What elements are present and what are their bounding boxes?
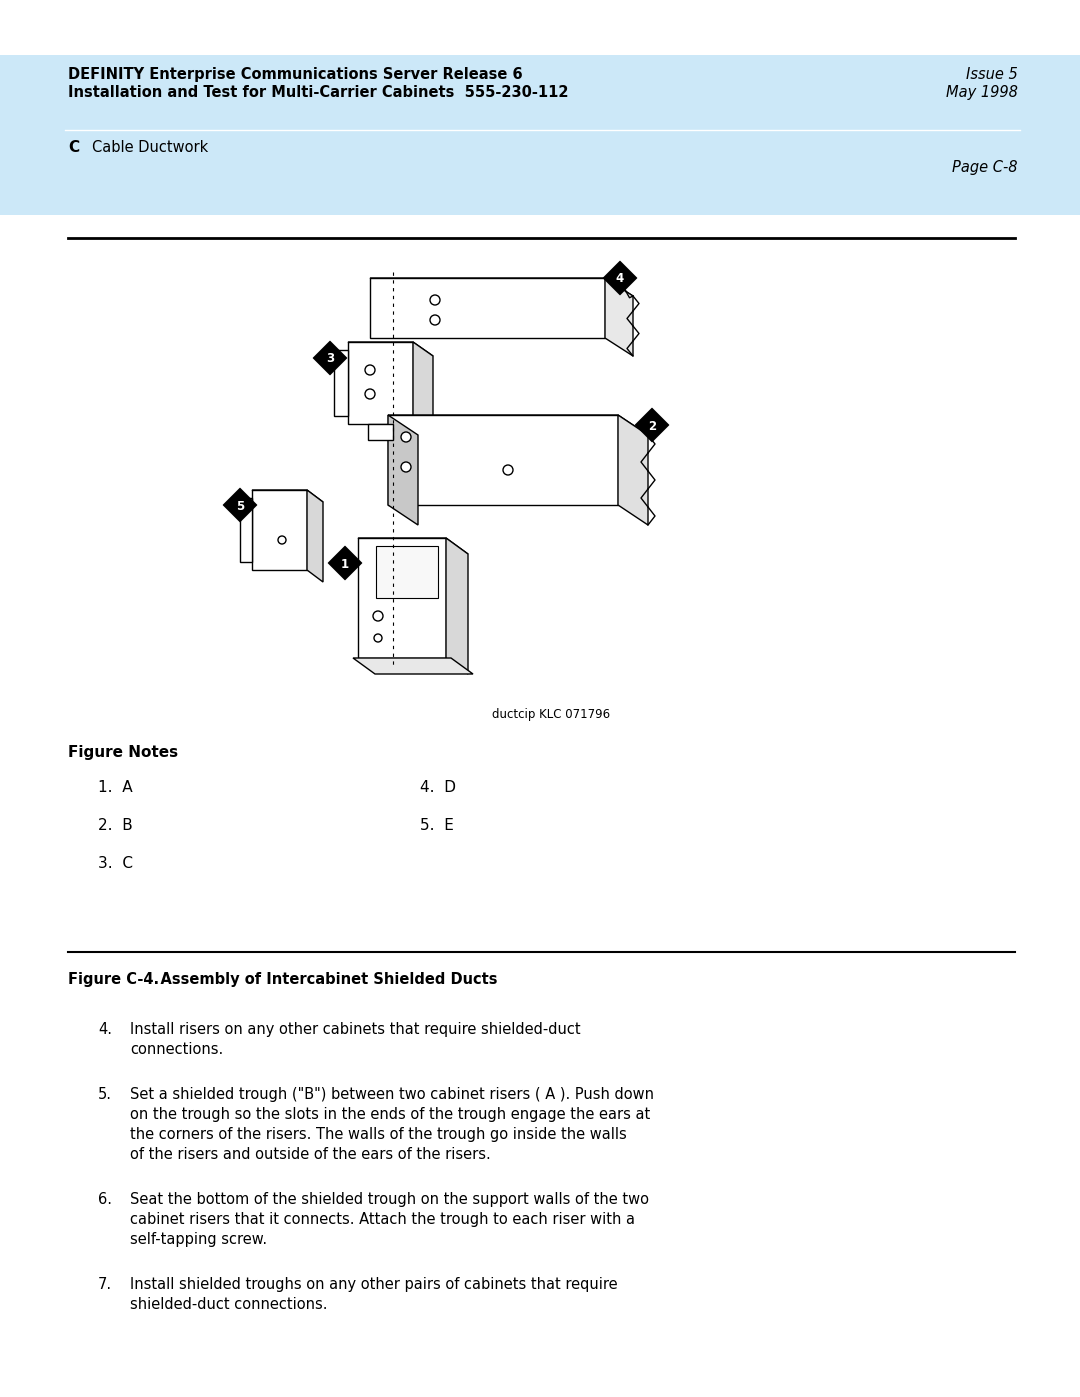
Circle shape	[401, 462, 411, 472]
Polygon shape	[388, 415, 618, 504]
Text: 5.  E: 5. E	[420, 819, 454, 833]
Circle shape	[430, 314, 440, 326]
Text: 5: 5	[235, 500, 244, 513]
Polygon shape	[357, 538, 446, 658]
Text: 3.  C: 3. C	[98, 856, 133, 870]
Polygon shape	[357, 538, 468, 555]
Text: 1: 1	[341, 557, 349, 570]
Polygon shape	[313, 341, 347, 374]
Polygon shape	[353, 658, 473, 673]
Bar	[0, 54, 1080, 130]
Circle shape	[373, 610, 383, 622]
Text: of the risers and outside of the ears of the risers.: of the risers and outside of the ears of…	[130, 1147, 490, 1162]
Text: May 1998: May 1998	[946, 85, 1018, 101]
Text: DEFINITY Enterprise Communications Server Release 6: DEFINITY Enterprise Communications Serve…	[68, 67, 523, 82]
Text: Seat the bottom of the shielded trough on the support walls of the two: Seat the bottom of the shielded trough o…	[130, 1192, 649, 1207]
Polygon shape	[252, 490, 307, 570]
Polygon shape	[605, 278, 633, 356]
Polygon shape	[348, 342, 433, 356]
Text: 6.: 6.	[98, 1192, 112, 1207]
Polygon shape	[307, 490, 323, 583]
Text: Issue 5: Issue 5	[967, 67, 1018, 82]
Text: 4.  D: 4. D	[420, 780, 456, 795]
Polygon shape	[370, 278, 633, 296]
Text: Assembly of Intercabinet Shielded Ducts: Assembly of Intercabinet Shielded Ducts	[140, 972, 498, 988]
Polygon shape	[376, 546, 438, 598]
Circle shape	[503, 465, 513, 475]
Text: Install shielded troughs on any other pairs of cabinets that require: Install shielded troughs on any other pa…	[130, 1277, 618, 1292]
Polygon shape	[635, 408, 669, 441]
Polygon shape	[388, 415, 418, 525]
Text: 4.: 4.	[98, 1023, 112, 1037]
Text: Page C-8: Page C-8	[953, 161, 1018, 175]
Text: 7.: 7.	[98, 1277, 112, 1292]
Circle shape	[374, 634, 382, 643]
Polygon shape	[368, 425, 393, 440]
Polygon shape	[370, 278, 605, 338]
Polygon shape	[446, 538, 468, 673]
Text: self-tapping screw.: self-tapping screw.	[130, 1232, 267, 1248]
Text: Figure Notes: Figure Notes	[68, 745, 178, 760]
Polygon shape	[334, 351, 348, 416]
Polygon shape	[328, 546, 362, 580]
Text: the corners of the risers. The walls of the trough go inside the walls: the corners of the risers. The walls of …	[130, 1127, 626, 1141]
Text: Install risers on any other cabinets that require shielded-duct: Install risers on any other cabinets tha…	[130, 1023, 581, 1037]
Text: Set a shielded trough ("B") between two cabinet risers ( A ). Push down: Set a shielded trough ("B") between two …	[130, 1087, 654, 1102]
Circle shape	[430, 295, 440, 305]
Polygon shape	[348, 342, 413, 425]
Circle shape	[365, 365, 375, 374]
Text: Installation and Test for Multi-Carrier Cabinets  555-230-112: Installation and Test for Multi-Carrier …	[68, 85, 568, 101]
Polygon shape	[618, 415, 648, 525]
Polygon shape	[222, 488, 257, 522]
Circle shape	[365, 388, 375, 400]
Text: shielded-duct connections.: shielded-duct connections.	[130, 1296, 327, 1312]
Text: C: C	[68, 140, 79, 155]
Text: connections.: connections.	[130, 1042, 224, 1058]
Text: 2: 2	[648, 419, 656, 433]
Text: 5.: 5.	[98, 1087, 112, 1102]
Bar	[0, 130, 1080, 215]
Text: 3: 3	[326, 352, 334, 366]
Text: on the trough so the slots in the ends of the trough engage the ears at: on the trough so the slots in the ends o…	[130, 1106, 650, 1122]
Text: Figure C-4.: Figure C-4.	[68, 972, 159, 988]
Text: 4: 4	[616, 272, 624, 285]
Text: Cable Ductwork: Cable Ductwork	[92, 140, 208, 155]
Text: 1.  A: 1. A	[98, 780, 133, 795]
Polygon shape	[603, 261, 637, 295]
Polygon shape	[388, 415, 648, 434]
Polygon shape	[240, 497, 252, 562]
Text: 2.  B: 2. B	[98, 819, 133, 833]
Polygon shape	[413, 342, 433, 439]
Circle shape	[401, 432, 411, 441]
Circle shape	[278, 536, 286, 543]
Text: ductcip KLC 071796: ductcip KLC 071796	[492, 708, 610, 721]
Text: cabinet risers that it connects. Attach the trough to each riser with a: cabinet risers that it connects. Attach …	[130, 1213, 635, 1227]
Polygon shape	[252, 490, 323, 502]
